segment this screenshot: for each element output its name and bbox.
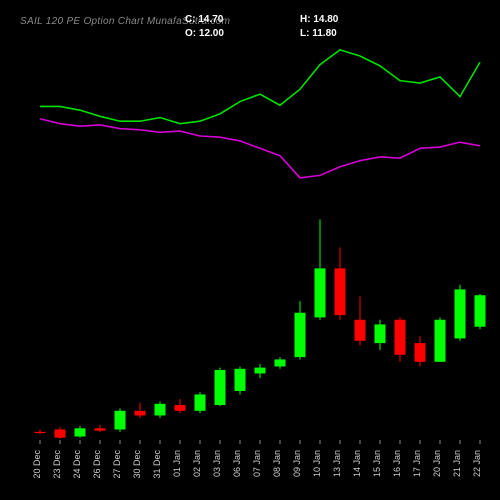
option-chart: SAIL 120 PE Option Chart MunafaSutra.com… (0, 0, 500, 500)
candle-body (375, 324, 386, 343)
candle-body (115, 411, 126, 430)
candle-body (195, 394, 206, 410)
x-axis-label: 26 Dec (92, 450, 102, 479)
x-axis-label: 03 Jan (212, 450, 222, 477)
x-axis-label: 14 Jan (352, 450, 362, 477)
candle-body (55, 429, 66, 437)
x-axis-label: 20 Dec (32, 450, 42, 479)
candle-body (135, 411, 146, 416)
candle-body (435, 320, 446, 362)
close-label: C: 14.70 (185, 14, 223, 25)
ohlc-row-1: C: 14.70 (185, 14, 229, 25)
x-axis-label: 22 Jan (472, 450, 482, 477)
candle-body (415, 343, 426, 362)
x-axis-label: 01 Jan (172, 450, 182, 477)
x-axis-label: 27 Dec (112, 450, 122, 479)
candle-body (155, 404, 166, 416)
candle-body (455, 289, 466, 338)
candle-body (335, 268, 346, 315)
candle-body (395, 320, 406, 355)
candle-body (255, 368, 266, 374)
candle-body (75, 428, 86, 436)
x-axis-label: 30 Dec (132, 450, 142, 479)
candle-body (95, 428, 106, 430)
x-axis-label: 06 Jan (232, 450, 242, 477)
chart-svg: 20 Dec 23 Dec 24 Dec 26 Dec 27 Dec 30 Dec 31 D… (0, 0, 500, 500)
open-pair: O: 12.00 (185, 28, 224, 39)
candle-body (295, 313, 306, 357)
x-axis-label: 23 Dec (52, 450, 62, 479)
x-axis-label: 16 Jan (392, 450, 402, 477)
x-axis-label: 20 Jan (432, 450, 442, 477)
x-axis-label: 07 Jan (252, 450, 262, 477)
candle-body (275, 359, 286, 366)
x-axis-label: 10 Jan (312, 450, 322, 477)
high-pair: H: 14.80 (300, 14, 338, 25)
x-axis-label: 21 Jan (452, 450, 462, 477)
indicator-line-magenta (40, 119, 480, 178)
candle-body (35, 432, 46, 433)
candle-body (175, 405, 186, 411)
candle-body (475, 295, 486, 327)
indicator-line-green (40, 50, 480, 124)
candle-body (315, 268, 326, 317)
x-axis-label: 08 Jan (272, 450, 282, 477)
candle-body (355, 320, 366, 341)
x-axis-label: 17 Jan (412, 450, 422, 477)
x-axis-label: 24 Dec (72, 450, 82, 479)
x-axis-label: 02 Jan (192, 450, 202, 477)
candle-body (235, 369, 246, 391)
x-axis-label: 15 Jan (372, 450, 382, 477)
x-axis-label: 13 Jan (332, 450, 342, 477)
x-axis-label: 09 Jan (292, 450, 302, 477)
candle-body (215, 370, 226, 405)
low-pair: L: 11.80 (300, 28, 337, 39)
x-axis-label: 31 Dec (152, 450, 162, 479)
